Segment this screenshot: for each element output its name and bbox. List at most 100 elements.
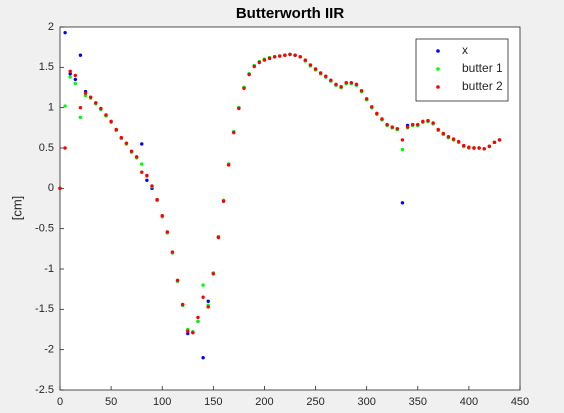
x-tick-label: 350	[409, 396, 427, 408]
point	[145, 178, 149, 182]
point	[375, 111, 379, 116]
point	[150, 184, 154, 188]
point	[160, 214, 164, 218]
point	[226, 163, 231, 167]
y-tick-label: -2	[44, 344, 54, 356]
point	[88, 95, 93, 99]
y-tick-label: -1	[44, 263, 54, 275]
x-tick-label: 50	[105, 396, 117, 408]
point	[278, 54, 282, 58]
point	[104, 113, 108, 117]
x-tick-label: 250	[306, 396, 324, 408]
point	[497, 138, 502, 142]
point	[221, 199, 226, 203]
point	[216, 235, 221, 240]
point	[129, 149, 134, 153]
point	[73, 73, 78, 78]
point	[63, 30, 67, 35]
x-tick-label: 150	[204, 396, 222, 408]
x-tick-label: 0	[57, 396, 63, 408]
point	[421, 119, 425, 124]
point	[206, 299, 210, 303]
point	[165, 230, 170, 234]
point	[99, 106, 103, 111]
point	[232, 130, 236, 135]
legend-marker	[436, 67, 440, 71]
point	[472, 146, 476, 150]
point	[78, 115, 83, 120]
point	[140, 170, 144, 174]
y-axis-label: [cm]	[9, 196, 24, 221]
legend-box	[415, 38, 509, 102]
point	[186, 331, 190, 336]
point	[441, 131, 446, 136]
point	[283, 53, 287, 57]
point	[237, 106, 241, 111]
point	[451, 137, 456, 141]
point	[73, 81, 78, 86]
point	[385, 122, 389, 127]
x-tick-label: 100	[153, 396, 171, 408]
point	[303, 58, 308, 62]
point	[390, 125, 394, 129]
point	[68, 75, 72, 79]
x-tick-label: 400	[460, 396, 478, 408]
y-tick-label: -0.5	[35, 223, 54, 235]
point	[252, 64, 256, 69]
point	[344, 80, 348, 85]
point	[416, 122, 420, 127]
point	[155, 197, 159, 202]
point	[267, 56, 272, 61]
point	[78, 105, 83, 110]
point	[180, 302, 185, 307]
point	[487, 144, 492, 149]
legend-label: x	[462, 43, 468, 57]
point	[477, 146, 481, 150]
point	[492, 140, 497, 145]
point	[329, 78, 333, 82]
point	[405, 125, 410, 129]
point	[247, 72, 251, 77]
y-tick-label: 2	[48, 21, 54, 33]
point	[467, 145, 471, 149]
point	[242, 86, 246, 91]
legend-label: butter 2	[462, 79, 503, 93]
point	[288, 52, 292, 57]
point	[364, 97, 369, 101]
legend-marker	[436, 49, 440, 53]
point	[186, 329, 190, 333]
point	[201, 295, 205, 299]
y-tick-label: -1.5	[35, 303, 54, 315]
point	[354, 82, 359, 86]
point	[68, 72, 72, 76]
point	[400, 201, 405, 205]
y-tick-label: -2.5	[35, 384, 54, 396]
point	[145, 173, 149, 178]
chart-title: Butterworth IIR	[236, 5, 344, 22]
point	[68, 69, 72, 74]
point	[410, 122, 415, 127]
point	[446, 135, 451, 139]
point	[83, 91, 88, 95]
point	[349, 80, 354, 85]
x-tick-label: 300	[357, 396, 375, 408]
point	[293, 53, 297, 57]
point	[170, 250, 175, 254]
point	[395, 126, 400, 131]
point	[175, 278, 180, 282]
point	[426, 118, 430, 123]
point	[400, 138, 405, 142]
point	[262, 58, 267, 62]
point	[431, 121, 435, 125]
point	[400, 147, 405, 152]
point	[359, 89, 364, 93]
point	[370, 105, 374, 109]
point	[436, 127, 440, 132]
x-tick-label: 200	[255, 396, 273, 408]
point	[63, 146, 67, 150]
y-tick-label: 0	[48, 182, 54, 194]
point	[119, 135, 124, 140]
series	[58, 52, 502, 335]
point	[324, 74, 328, 78]
